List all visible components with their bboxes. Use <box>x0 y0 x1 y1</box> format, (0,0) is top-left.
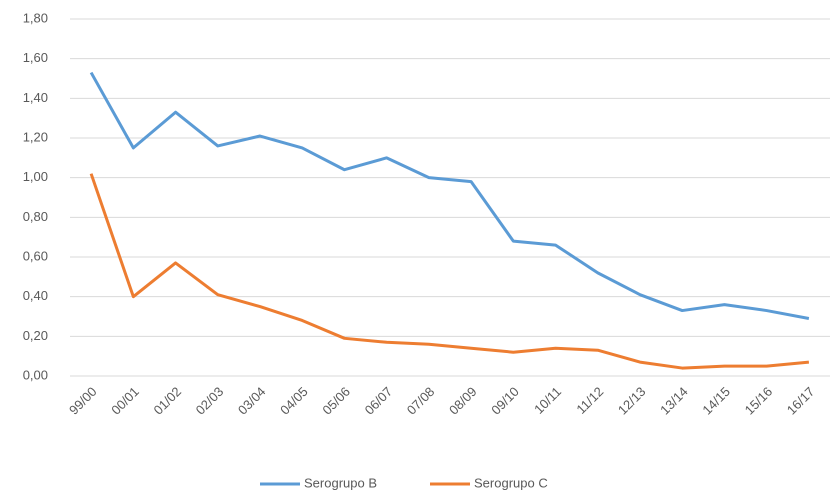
x-tick-label: 12/13 <box>615 384 649 418</box>
y-tick-label: 0,00 <box>23 367 48 382</box>
x-tick-label: 04/05 <box>277 384 311 418</box>
x-tick-label: 00/01 <box>108 384 142 418</box>
x-tick-label: 02/03 <box>193 384 227 418</box>
series-line <box>89 71 810 320</box>
x-tick-label: 09/10 <box>488 384 522 418</box>
y-tick-label: 1,20 <box>23 129 48 144</box>
legend-label: Serogrupo B <box>304 475 377 490</box>
x-tick-label: 15/16 <box>742 384 776 418</box>
y-tick-label: 1,80 <box>23 10 48 25</box>
x-tick-label: 99/00 <box>66 384 100 418</box>
legend-item: Serogrupo C <box>430 475 548 490</box>
series-line <box>89 173 810 370</box>
y-tick-label: 1,60 <box>23 50 48 65</box>
y-tick-label: 0,60 <box>23 248 48 263</box>
x-tick-label: 13/14 <box>657 384 691 418</box>
x-tick-label: 01/02 <box>150 384 184 418</box>
y-tick-label: 0,40 <box>23 288 48 303</box>
y-tick-label: 0,80 <box>23 209 48 224</box>
x-tick-label: 11/12 <box>573 384 606 417</box>
x-tick-label: 03/04 <box>235 384 269 418</box>
x-tick-label: 10/11 <box>531 384 564 417</box>
x-tick-label: 16/17 <box>784 384 818 418</box>
legend-label: Serogrupo C <box>474 475 548 490</box>
x-tick-label: 08/09 <box>446 384 480 418</box>
y-tick-label: 1,40 <box>23 90 48 105</box>
x-tick-label: 05/06 <box>319 384 353 418</box>
legend-item: Serogrupo B <box>260 475 377 490</box>
x-tick-label: 06/07 <box>362 384 396 418</box>
y-tick-label: 1,00 <box>23 169 48 184</box>
x-tick-label: 14/15 <box>699 384 733 418</box>
y-tick-label: 0,20 <box>23 328 48 343</box>
x-tick-label: 07/08 <box>404 384 438 418</box>
